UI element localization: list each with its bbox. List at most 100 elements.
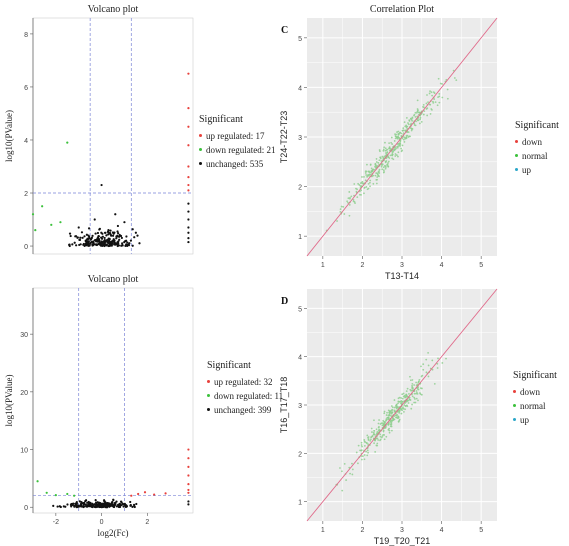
- normal-point: [415, 111, 418, 114]
- normal-point: [348, 191, 351, 193]
- normal-point: [341, 489, 344, 492]
- unchanged-point: [86, 501, 89, 504]
- normal-point: [383, 155, 386, 158]
- normal-point: [378, 159, 381, 162]
- x-tick-label: 1: [321, 527, 325, 534]
- y-tick-label: 2: [24, 191, 28, 198]
- legend-label: unchanged: 535: [206, 159, 264, 169]
- normal-point: [381, 168, 384, 171]
- normal-point: [371, 168, 374, 171]
- unchanged-point: [119, 500, 123, 503]
- unchanged-point: [107, 229, 110, 232]
- x-tick-label: 4: [440, 527, 444, 534]
- normal-point: [394, 153, 397, 155]
- normal-point: [414, 401, 417, 404]
- normal-point: [388, 431, 391, 434]
- unchanged-point: [127, 244, 131, 247]
- normal-point: [367, 182, 370, 185]
- normal-point: [395, 154, 398, 156]
- normal-point: [370, 167, 373, 170]
- unchanged-point: [111, 234, 115, 237]
- unchanged-point: [52, 504, 55, 507]
- normal-point: [416, 392, 419, 395]
- legend-volcano-bottom: Significant up regulated: 32 down regulate…: [207, 360, 283, 417]
- normal-point: [343, 213, 346, 215]
- normal-point: [363, 458, 366, 461]
- unchanged-point: [187, 240, 190, 244]
- normal-point: [379, 435, 382, 438]
- normal-point: [385, 418, 388, 420]
- normal-point: [432, 101, 435, 104]
- normal-point: [378, 425, 380, 428]
- x-tick-label: 0: [100, 519, 104, 526]
- normal-point: [339, 467, 341, 469]
- up-point: [187, 474, 190, 477]
- normal-point: [396, 146, 399, 149]
- normal-point: [414, 116, 417, 118]
- up-point: [130, 494, 133, 497]
- unchanged-point: [116, 224, 120, 228]
- unchanged-point: [89, 238, 93, 241]
- normal-point: [369, 181, 371, 184]
- normal-point: [401, 129, 404, 132]
- unchanged-point: [77, 226, 80, 229]
- normal-point: [377, 161, 380, 164]
- normal-point: [397, 420, 400, 423]
- unchanged-point: [122, 505, 125, 508]
- normal-point: [366, 442, 368, 445]
- normal-point: [402, 138, 405, 141]
- normal-point: [419, 118, 422, 121]
- normal-point: [376, 178, 378, 181]
- normal-point: [367, 436, 370, 438]
- unchanged-point: [79, 236, 82, 239]
- normal-point: [411, 395, 414, 398]
- unchanged-point: [118, 238, 121, 241]
- normal-point: [415, 120, 417, 123]
- unchanged-point: [187, 226, 190, 229]
- unchanged-point: [113, 242, 116, 246]
- chart-title: Volcano plot: [88, 4, 139, 15]
- legend-swatch: [199, 162, 202, 166]
- up-point: [187, 144, 190, 147]
- normal-point: [365, 170, 368, 173]
- volcano-plot-top-svg: Volcano plot 0 2 4 6 8 log10(PValue): [4, 4, 194, 255]
- normal-point: [409, 388, 412, 391]
- normal-point: [387, 165, 390, 168]
- unchanged-point: [99, 502, 102, 505]
- unchanged-point: [103, 236, 106, 240]
- normal-point: [382, 148, 385, 151]
- unchanged-point: [107, 244, 110, 248]
- y-tick-label: 1: [298, 234, 302, 241]
- y-tick-label: 8: [24, 32, 28, 39]
- normal-point: [359, 449, 361, 452]
- unchanged-point: [134, 231, 137, 234]
- legend-label: up regulated: 17: [206, 131, 265, 141]
- x-tick-label: 2: [360, 527, 364, 534]
- normal-point: [363, 439, 366, 441]
- legend-swatch: [199, 134, 202, 138]
- legend-label: up: [522, 165, 531, 175]
- up-point: [187, 448, 190, 451]
- volcano-plot-bottom: Volcano plot 0 10 20 30 -2 0 2 log10(PValue) log2…: [0, 270, 200, 546]
- normal-point: [428, 92, 431, 95]
- normal-point: [402, 392, 405, 395]
- unchanged-point: [83, 235, 86, 238]
- normal-point: [346, 200, 349, 203]
- normal-point: [345, 479, 348, 481]
- down-point: [59, 221, 62, 224]
- unchanged-point: [100, 241, 103, 245]
- up-point: [187, 189, 190, 192]
- normal-point: [420, 375, 423, 378]
- normal-point: [397, 151, 400, 154]
- normal-point: [369, 173, 372, 176]
- chart-title: Correlation Plot: [370, 4, 434, 15]
- normal-point: [441, 83, 443, 85]
- unchanged-point: [120, 504, 123, 507]
- correlation-plot-d: D 1 2 3 4 5 1 2 3 4 5 T16_T17_T18 T19_T20_T21: [275, 285, 505, 546]
- legend-label: normal: [522, 151, 548, 161]
- unchanged-point: [99, 236, 103, 239]
- normal-point: [398, 409, 401, 412]
- normal-point: [382, 166, 385, 169]
- normal-point: [376, 430, 379, 433]
- unchanged-point: [92, 241, 95, 244]
